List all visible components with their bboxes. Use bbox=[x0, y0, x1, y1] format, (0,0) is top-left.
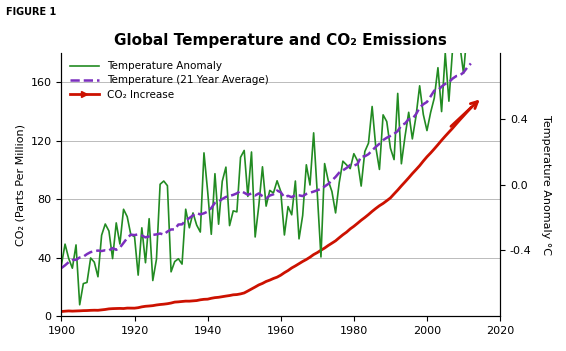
Y-axis label: Temperature Anomaly °C: Temperature Anomaly °C bbox=[541, 114, 551, 254]
Y-axis label: CO₂ (Parts Per Million): CO₂ (Parts Per Million) bbox=[15, 124, 25, 246]
Text: FIGURE 1: FIGURE 1 bbox=[6, 7, 56, 17]
Legend: Temperature Anomaly, Temperature (21 Year Average), CO₂ Increase: Temperature Anomaly, Temperature (21 Yea… bbox=[67, 58, 272, 103]
Title: Global Temperature and CO₂ Emissions: Global Temperature and CO₂ Emissions bbox=[114, 33, 447, 47]
